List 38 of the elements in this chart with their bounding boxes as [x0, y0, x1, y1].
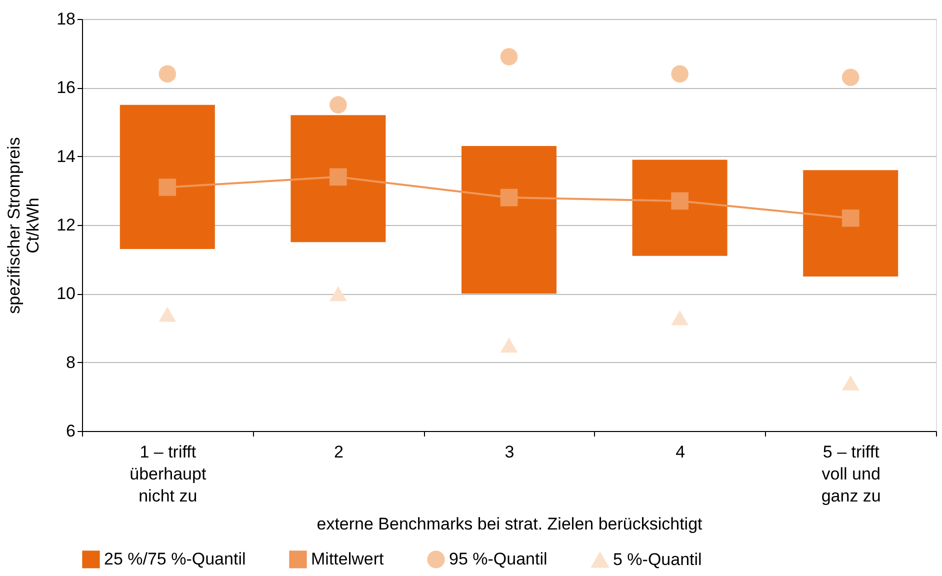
bar: [462, 146, 556, 294]
legend-label: Mittelwert: [311, 549, 384, 568]
y-tick-label: 10: [56, 284, 76, 304]
x-tick-label: 3: [504, 442, 514, 462]
y-tick-label: 12: [56, 216, 76, 234]
legend-label: 25 %/75 %-Quantil: [104, 549, 246, 568]
y-tick-label: 14: [56, 146, 76, 166]
legend-label: 95 %-Quantil: [449, 549, 548, 568]
y-tick-label: 18: [56, 10, 76, 28]
point: [842, 375, 860, 390]
point: [330, 286, 347, 302]
point: [158, 306, 176, 322]
x-tick-label: 2: [334, 442, 344, 462]
x-tick-label: 4: [676, 442, 686, 462]
point: [158, 178, 176, 196]
point: [671, 65, 688, 83]
point: [671, 310, 688, 326]
point: [671, 192, 688, 210]
y-tick-label: 6: [66, 422, 76, 440]
point: [158, 65, 176, 83]
bar: [120, 104, 215, 250]
y-tick-label: 16: [56, 78, 76, 98]
point: [500, 338, 518, 353]
x-tick-label: 1 – trifft überhaupt nicht zu: [130, 442, 206, 506]
x-tick-label: 5 – trifft voll und ganz zu: [821, 442, 881, 506]
bar: [290, 115, 386, 242]
x-axis-title: externe Benchmarks bei strat. Zielen berücksichtigt: [316, 514, 703, 534]
point: [330, 168, 347, 186]
bar: [632, 160, 728, 256]
point: [842, 68, 860, 86]
bar: [803, 170, 898, 276]
point: [500, 188, 518, 206]
point: [842, 209, 860, 227]
point: [500, 48, 518, 66]
y-axis-title: spezifischer Strompreis Ct/kWh: [4, 137, 43, 314]
legend-label: 5 %-Quantil: [613, 550, 702, 570]
y-tick-label: 8: [66, 352, 76, 372]
point: [330, 96, 347, 114]
